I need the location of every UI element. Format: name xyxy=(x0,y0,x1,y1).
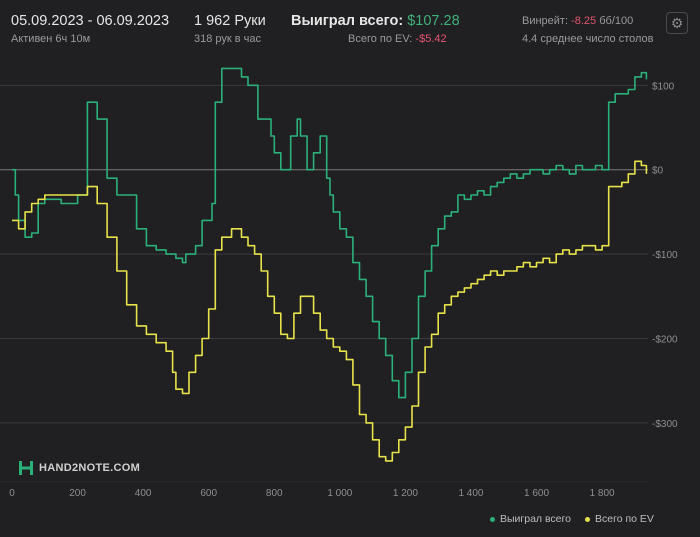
legend-label-won: Выиграл всего xyxy=(500,513,571,525)
hands-per-hour: 318 рук в час xyxy=(194,33,262,45)
active-time: Активен 6ч 10м xyxy=(11,33,91,45)
y-axis-ticks: $100 $0 -$100 -$200 -$300 xyxy=(652,81,678,430)
x-tick-label: 1 000 xyxy=(327,488,352,499)
won-value: $107.28 xyxy=(407,13,460,29)
x-tick-label: 1 400 xyxy=(458,488,483,499)
x-tick-label: 1 200 xyxy=(393,488,418,499)
y-tick-label: -$200 xyxy=(652,335,678,346)
legend-dot-ev xyxy=(585,516,590,522)
won-total: Выиграл всего: $107.28 xyxy=(291,13,460,29)
legend-item-ev[interactable]: Всего по EV xyxy=(585,513,654,525)
winrate-label: Винрейт: xyxy=(522,15,569,27)
hands-count: 1 962 Руки xyxy=(194,13,266,29)
x-tick-label: 400 xyxy=(135,488,152,499)
date-range: 05.09.2023 - 06.09.2023 xyxy=(11,13,170,29)
logo-text: HAND2NOTE.COM xyxy=(39,462,141,474)
hand2note-logo: HAND2NOTE.COM xyxy=(18,460,140,476)
y-tick-label: $0 xyxy=(652,166,664,177)
legend-dot-won xyxy=(490,516,495,522)
winrate-unit: бб/100 xyxy=(599,15,634,27)
y-tick-label: -$300 xyxy=(652,419,678,430)
h2n-logo-icon xyxy=(19,461,33,475)
series-line-ev xyxy=(12,160,648,462)
avg-tables: 4.4 среднее число столов xyxy=(522,33,654,45)
ev-value: -$5.42 xyxy=(415,33,447,45)
legend-item-won[interactable]: Выиграл всего xyxy=(490,513,571,525)
x-tick-label: 1 600 xyxy=(524,488,549,499)
y-tick-label: $100 xyxy=(652,81,675,92)
gear-icon[interactable]: ⚙ xyxy=(666,12,688,34)
profit-chart: $100 $0 -$100 -$200 -$300 0 200 400 600 800 1 000… xyxy=(0,67,678,499)
chart-grid xyxy=(0,84,648,483)
won-label: Выиграл всего: xyxy=(291,13,404,29)
legend-label-ev: Всего по EV xyxy=(595,513,654,525)
x-tick-label: 600 xyxy=(200,488,217,499)
ev-total: Всего по EV: -$5.42 xyxy=(348,33,447,45)
x-tick-label: 0 xyxy=(9,488,15,499)
x-tick-label: 200 xyxy=(69,488,86,499)
ev-label: Всего по EV: xyxy=(348,33,413,45)
stats-header: 05.09.2023 - 06.09.2023 Активен 6ч 10м 1… xyxy=(0,0,700,52)
chart-series xyxy=(12,67,648,462)
winrate-value: -8.25 xyxy=(571,15,597,27)
x-tick-label: 800 xyxy=(266,488,283,499)
x-axis-ticks: 0 200 400 600 800 1 000 1 200 1 400 1 600 1 800 xyxy=(9,488,615,499)
series-line-won xyxy=(12,67,648,399)
x-tick-label: 1 800 xyxy=(590,488,615,499)
y-tick-label: -$100 xyxy=(652,250,678,261)
winrate: Винрейт: -8.25 бб/100 xyxy=(522,15,633,27)
